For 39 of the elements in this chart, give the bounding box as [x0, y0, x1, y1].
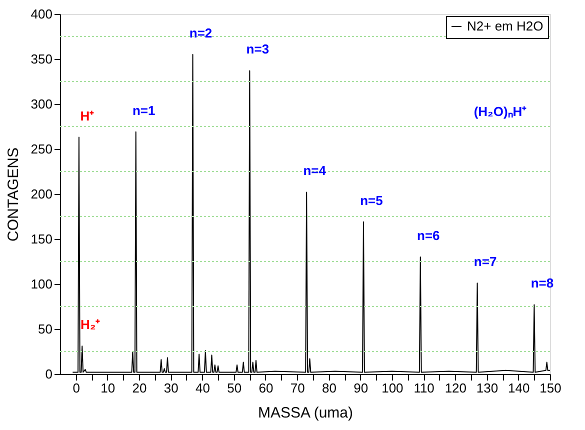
x-axis-title: MASSA (uma): [258, 404, 354, 422]
annotation: n=5: [360, 192, 383, 208]
y-tick-label: 250: [30, 142, 52, 156]
x-tick-label: 90: [354, 380, 368, 396]
x-tick-label: 60: [258, 380, 274, 396]
y-tick-label: 100: [30, 276, 52, 292]
y-tick-label: 350: [30, 52, 52, 66]
annotation: n=6: [417, 228, 440, 243]
x-tick-label: 110: [414, 380, 434, 396]
y-tick-label: 0: [45, 366, 52, 382]
annotation: n=2: [189, 26, 212, 40]
y-tick-label: 150: [30, 232, 52, 246]
y-tick-label: 300: [30, 96, 52, 112]
x-tick-label: 100: [382, 380, 404, 396]
annotation: n=3: [246, 42, 270, 57]
annotation: (H₂O)ₙH⁺: [474, 104, 528, 119]
x-tick-label: 80: [322, 380, 336, 396]
x-tick-label: 0: [72, 380, 80, 396]
x-tick-label: 150: [540, 380, 562, 396]
annotation: n=8: [530, 276, 554, 291]
y-axis-title: CONTAGENS: [4, 148, 22, 242]
y-tick-label: 50: [38, 322, 52, 336]
x-tick-label: 50: [227, 380, 242, 396]
annotation: H⁺: [80, 108, 95, 124]
x-tick-label: 10: [100, 380, 116, 396]
x-tick-label: 140: [508, 380, 530, 396]
x-tick-label: 120: [444, 380, 467, 396]
x-tick-label: 40: [196, 380, 210, 396]
legend-label: N2+ em H2O: [467, 18, 544, 34]
annotation: H₂⁺: [80, 317, 101, 332]
annotation: n=1: [132, 102, 156, 118]
y-tick-label: 400: [30, 6, 52, 22]
x-tick-label: 20: [132, 380, 147, 396]
annotation: n=4: [303, 163, 327, 178]
x-tick-label: 30: [164, 380, 178, 396]
x-tick-label: 130: [476, 380, 498, 396]
y-tick-label: 200: [30, 186, 52, 202]
annotation: n=7: [474, 254, 497, 270]
x-tick-label: 70: [290, 380, 305, 396]
